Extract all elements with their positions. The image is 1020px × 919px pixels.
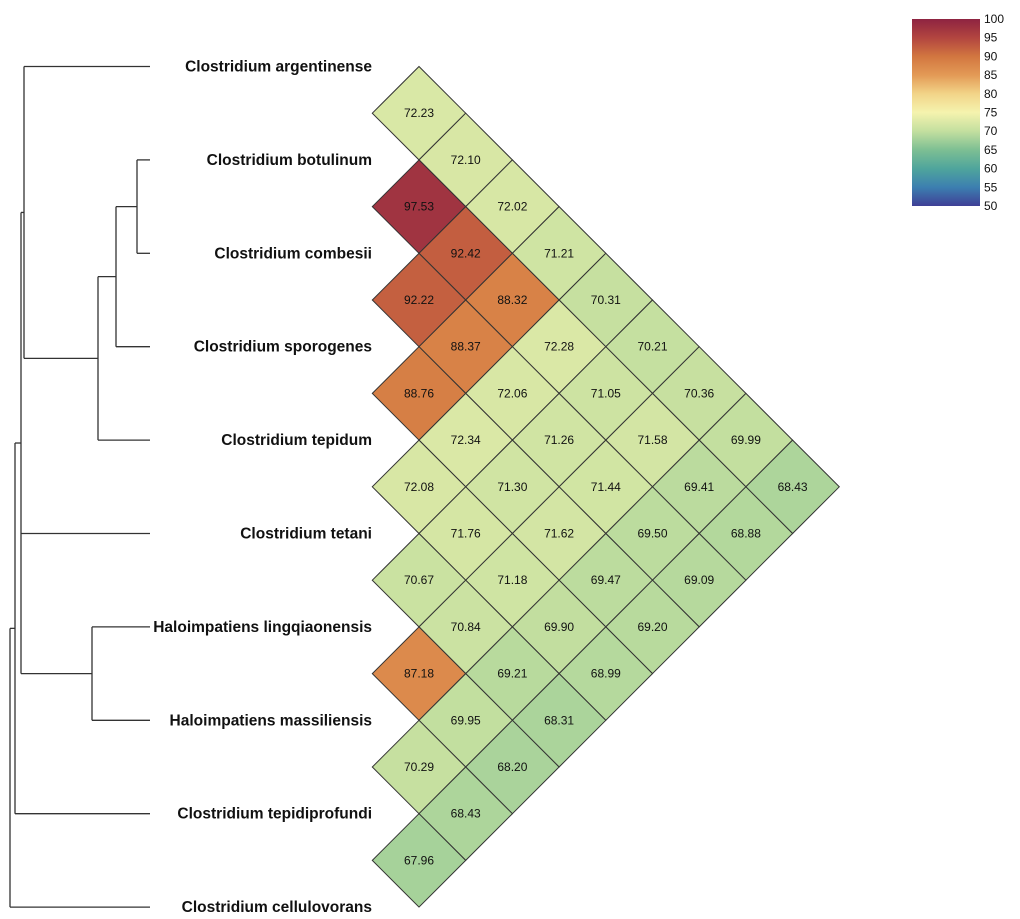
heatmap-cell-value: 71.62 <box>544 527 574 541</box>
taxon-labels: Clostridium argentinense Clostridium botu… <box>153 59 372 917</box>
heatmap-cell-value: 69.95 <box>451 713 481 727</box>
taxon-label-clostridium-argentinense: Clostridium argentinense <box>185 59 372 76</box>
heatmap-cell-value: 88.37 <box>451 340 481 354</box>
heatmap-cell-value: 68.88 <box>731 527 761 541</box>
colorbar-tick-label: 60 <box>984 162 998 176</box>
taxon-label-clostridium-cellulovorans: Clostridium cellulovorans <box>182 899 372 916</box>
heatmap-cell-value: 71.18 <box>497 573 527 587</box>
colorbar-tick-label: 100 <box>984 12 1004 26</box>
colorbar-tick-label: 90 <box>984 49 998 63</box>
colorbar-legend: 100 95 90 85 80 75 70 65 60 55 50 <box>912 12 1004 213</box>
colorbar-tick-label: 75 <box>984 106 998 120</box>
colorbar-ticks: 100 95 90 85 80 75 70 65 60 55 50 <box>984 12 1004 213</box>
heatmap-cell-value: 72.28 <box>544 340 574 354</box>
heatmap-cell-value: 70.84 <box>451 620 481 634</box>
heatmap-cell-value: 71.76 <box>451 527 481 541</box>
heatmap-cell-value: 72.06 <box>497 386 527 400</box>
heatmap-cells: 72.23 72.10 72.02 71.21 70.31 70.21 70.36 69.99… <box>371 65 841 908</box>
heatmap-cell-value: 72.23 <box>404 106 434 120</box>
heatmap-cell-value: 68.43 <box>778 480 808 494</box>
colorbar-tick-label: 95 <box>984 31 998 45</box>
heatmap-cell-value: 71.30 <box>497 480 527 494</box>
colorbar-tick-label: 65 <box>984 143 998 157</box>
heatmap-cell-value: 68.20 <box>497 760 527 774</box>
heatmap-cell-value: 71.05 <box>591 386 621 400</box>
heatmap-cell-value: 92.22 <box>404 293 434 307</box>
heatmap-cell-value: 69.21 <box>497 667 527 681</box>
heatmap-cell-value: 68.31 <box>544 713 574 727</box>
heatmap-cell-value: 69.99 <box>731 433 761 447</box>
taxon-label-clostridium-tepidiprofundi: Clostridium tepidiprofundi <box>177 806 372 823</box>
heatmap-cell-value: 92.42 <box>451 246 481 260</box>
taxon-label-haloimpatiens-massiliensis: Haloimpatiens massiliensis <box>170 712 372 729</box>
colorbar-tick-label: 55 <box>984 180 998 194</box>
heatmap-cell-value: 70.31 <box>591 293 621 307</box>
dendrogram <box>9 65 150 908</box>
taxon-label-clostridium-tetani: Clostridium tetani <box>240 526 372 543</box>
heatmap-cell-value: 72.34 <box>451 433 481 447</box>
heatmap-cell-value: 69.90 <box>544 620 574 634</box>
heatmap-cell-value: 87.18 <box>404 667 434 681</box>
colorbar-tick-label: 70 <box>984 124 998 138</box>
heatmap-cell-value: 88.32 <box>497 293 527 307</box>
taxon-label-haloimpatiens-lingqiaonensis: Haloimpatiens lingqiaonensis <box>153 619 372 636</box>
colorbar-tick-label: 85 <box>984 68 998 82</box>
heatmap-cell-value: 72.08 <box>404 480 434 494</box>
heatmap-cell-shape <box>371 812 467 908</box>
taxon-label-clostridium-sporogenes: Clostridium sporogenes <box>194 339 372 356</box>
heatmap-cell: 67.96 <box>371 812 467 908</box>
heatmap-cell-value: 71.44 <box>591 480 621 494</box>
heatmap-cell-value: 68.99 <box>591 667 621 681</box>
heatmap-cell-value: 67.96 <box>404 853 434 867</box>
heatmap-cell-value: 72.02 <box>497 200 527 214</box>
colorbar-gradient <box>912 19 980 206</box>
heatmap-cell-value: 88.76 <box>404 386 434 400</box>
heatmap-cell-value: 69.41 <box>684 480 714 494</box>
heatmap-cell-value: 70.67 <box>404 573 434 587</box>
taxon-label-clostridium-tepidum: Clostridium tepidum <box>221 432 372 449</box>
heatmap-cell-value: 71.21 <box>544 246 574 260</box>
heatmap-cell-value: 70.21 <box>637 340 667 354</box>
heatmap-cell-value: 69.47 <box>591 573 621 587</box>
heatmap-cell-value: 97.53 <box>404 200 434 214</box>
heatmap-cell-value: 68.43 <box>451 807 481 821</box>
heatmap-cell-value: 72.10 <box>451 153 481 167</box>
heatmap-cell-value: 71.58 <box>637 433 667 447</box>
colorbar-tick-label: 50 <box>984 199 998 213</box>
taxon-label-clostridium-combesii: Clostridium combesii <box>214 245 372 262</box>
heatmap-cell-value: 69.50 <box>637 527 667 541</box>
heatmap-cell-value: 70.29 <box>404 760 434 774</box>
heatmap-cell-value: 71.26 <box>544 433 574 447</box>
colorbar-tick-label: 80 <box>984 87 998 101</box>
heatmap-cell-value: 69.20 <box>637 620 667 634</box>
heatmap-cell-value: 70.36 <box>684 386 714 400</box>
taxon-label-clostridium-botulinum: Clostridium botulinum <box>207 152 372 169</box>
heatmap-cell-value: 69.09 <box>684 573 714 587</box>
